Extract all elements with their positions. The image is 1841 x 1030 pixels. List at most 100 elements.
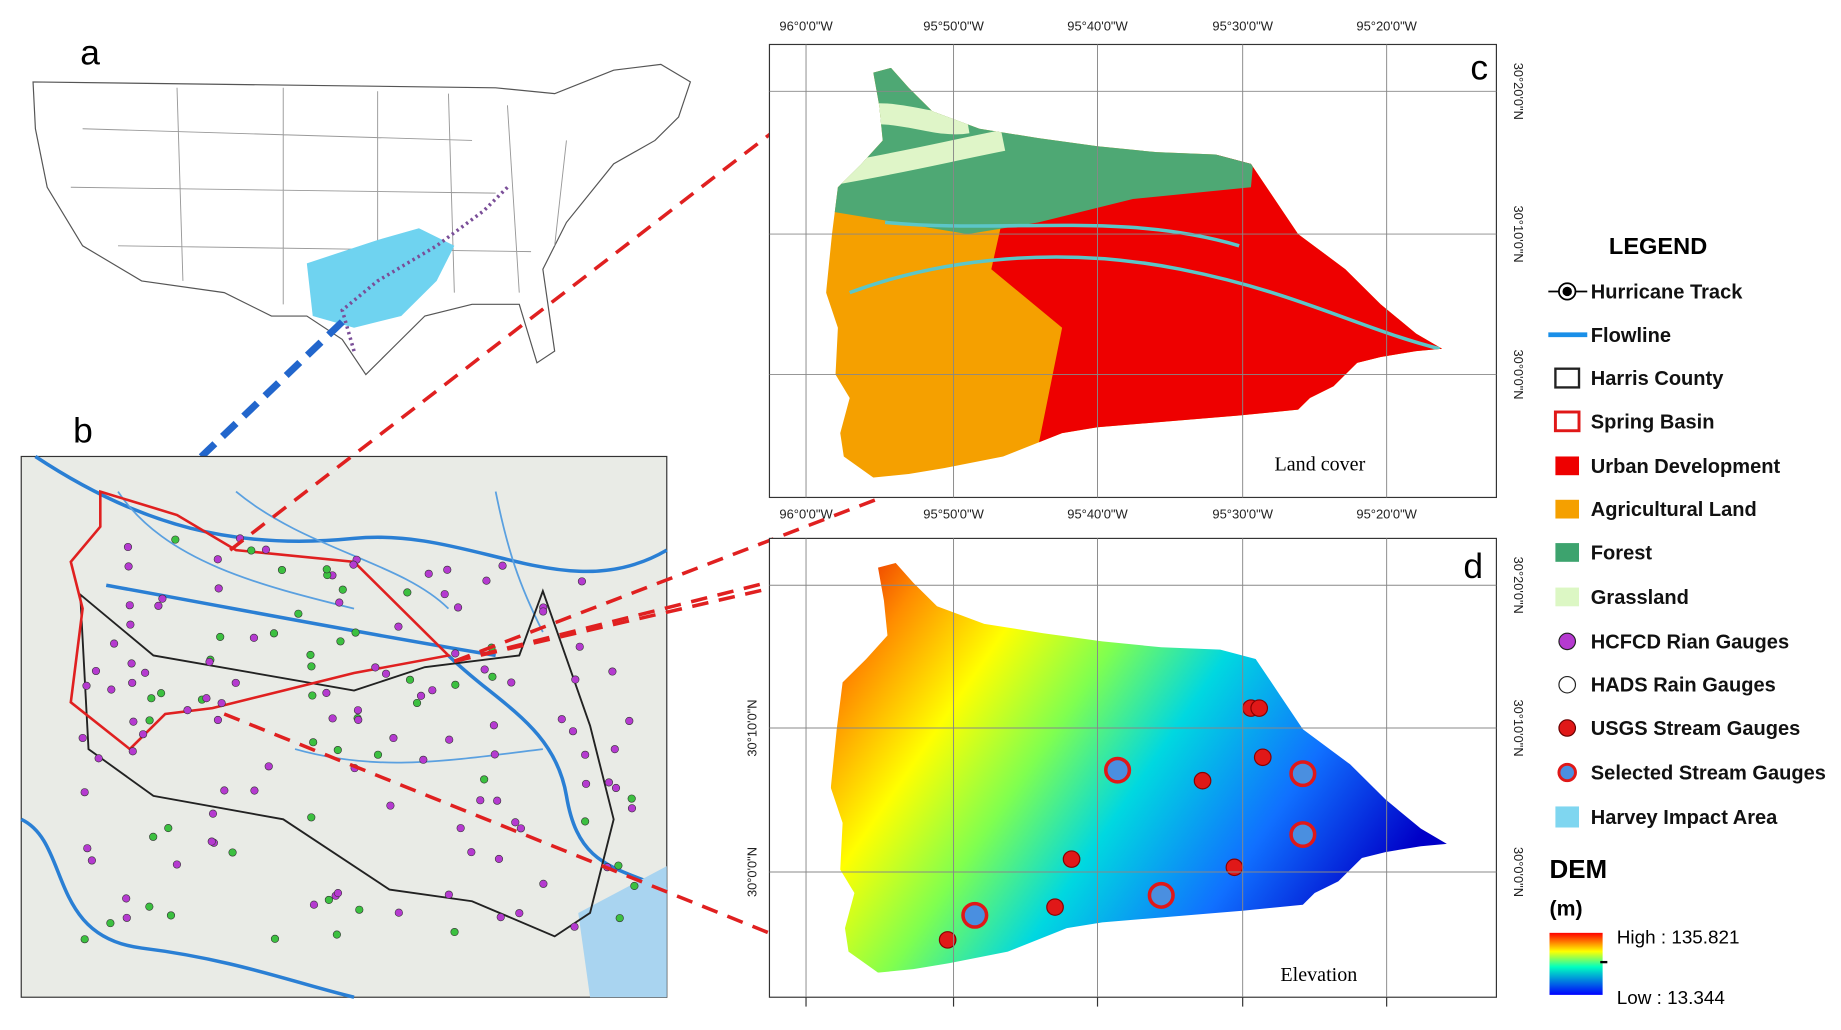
legend-label: Harris County — [1591, 368, 1724, 390]
hcfcd-rain-gauge — [482, 576, 491, 585]
hads-rain-gauge — [627, 794, 636, 803]
usgs-stream-gauge — [1225, 858, 1244, 877]
lon-label: 95°30'0"W — [1212, 18, 1273, 33]
hcfcd-rain-gauge — [515, 909, 524, 918]
hcfcd-rain-gauge — [581, 750, 590, 759]
usgs-stream-gauge — [1046, 898, 1064, 916]
harvey-impact-area — [306, 228, 455, 328]
dem-title: DEM — [1550, 856, 1608, 884]
hcfcd-rain-gauge — [82, 681, 91, 690]
map-caption: Elevation — [1280, 964, 1357, 986]
lat-label: 30°20'0"N — [1511, 557, 1526, 614]
legend-icon — [1557, 762, 1577, 783]
lon-label: 95°30'0"W — [1212, 507, 1273, 522]
hcfcd-rain-gauge — [202, 694, 211, 703]
hads-rain-gauge — [247, 546, 256, 555]
usgs-stream-gauge — [1062, 850, 1081, 868]
hcfcd-rain-gauge — [220, 786, 229, 795]
legend-label: Spring Basin — [1591, 411, 1715, 433]
usgs-stream-gauge — [1253, 748, 1272, 767]
lon-label: 95°50'0"W — [923, 18, 984, 33]
hads-rain-gauge — [355, 905, 364, 914]
hads-rain-gauge — [171, 535, 180, 544]
hcfcd-rain-gauge — [496, 913, 505, 922]
hcfcd-rain-gauge — [158, 594, 167, 603]
lat-label: 30°10'0"N — [744, 699, 759, 756]
hads-rain-gauge — [403, 588, 412, 597]
legend-label: Harvey Impact Area — [1591, 807, 1778, 829]
connector — [172, 319, 345, 485]
hcfcd-rain-gauge — [371, 663, 380, 672]
hcfcd-rain-gauge — [440, 590, 449, 599]
legend-title: LEGEND — [1609, 233, 1707, 259]
hads-rain-gauge — [338, 585, 347, 594]
hcfcd-rain-gauge — [126, 620, 135, 629]
hcfcd-rain-gauge — [353, 706, 363, 715]
hcfcd-rain-gauge — [250, 786, 259, 795]
lat-label: 30°0'0"N — [744, 847, 759, 897]
hcfcd-rain-gauge — [453, 603, 463, 612]
hads-rain-gauge — [336, 637, 345, 646]
hcfcd-rain-gauge — [83, 844, 92, 853]
hads-rain-gauge — [294, 609, 303, 618]
hads-rain-gauge — [480, 775, 489, 784]
hads-rain-gauge — [106, 919, 115, 928]
hads-rain-gauge — [216, 632, 225, 641]
hcfcd-rain-gauge — [389, 733, 398, 743]
legend-label: Urban Development — [1591, 456, 1781, 478]
hcfcd-rain-gauge — [539, 607, 548, 616]
lon-label: 96°0'0"W — [779, 507, 833, 522]
hcfcd-rain-gauge — [328, 714, 337, 723]
lon-label: 95°40'0"W — [1067, 507, 1128, 522]
hcfcd-rain-gauge — [349, 560, 358, 569]
dem-unit: (m) — [1550, 897, 1583, 920]
hcfcd-rain-gauge — [128, 747, 137, 756]
lat-label: 30°0'0"N — [1511, 350, 1526, 400]
hads-rain-gauge — [581, 817, 590, 826]
panel-label: c — [1470, 49, 1488, 88]
hcfcd-rain-gauge — [87, 856, 96, 865]
hcfcd-rain-gauge — [217, 699, 226, 708]
hcfcd-rain-gauge — [498, 561, 507, 570]
hcfcd-rain-gauge — [581, 779, 591, 788]
hcfcd-rain-gauge — [386, 801, 395, 810]
hcfcd-rain-gauge — [625, 716, 634, 726]
hcfcd-rain-gauge — [428, 686, 437, 695]
hcfcd-rain-gauge — [507, 678, 516, 687]
hcfcd-rain-gauge — [309, 900, 319, 909]
legend-icon — [1554, 367, 1581, 389]
hcfcd-rain-gauge — [476, 796, 485, 805]
hads-rain-gauge — [333, 745, 342, 755]
hcfcd-rain-gauge — [480, 665, 489, 674]
legend-label: USGS Stream Gauges — [1591, 718, 1800, 740]
hads-rain-gauge — [149, 832, 158, 841]
legend-label: Selected Stream Gauges — [1591, 763, 1826, 785]
hcfcd-rain-gauge — [493, 796, 502, 805]
selected-stream-gauge — [1289, 760, 1317, 788]
hcfcd-rain-gauge — [610, 745, 619, 754]
hads-rain-gauge — [270, 934, 280, 943]
hcfcd-rain-gauge — [91, 666, 101, 676]
hcfcd-rain-gauge — [604, 778, 613, 787]
hcfcd-rain-gauge — [490, 750, 499, 759]
dem-color-bar — [1549, 932, 1603, 995]
hads-rain-gauge — [306, 650, 315, 659]
hads-rain-gauge — [412, 698, 422, 708]
legend-icon — [1558, 675, 1577, 694]
legend-icon — [1558, 719, 1577, 737]
hcfcd-rain-gauge — [570, 922, 579, 931]
hcfcd-rain-gauge — [489, 721, 498, 730]
hcfcd-rain-gauge — [207, 837, 216, 846]
legend-label: Grassland — [1591, 587, 1689, 609]
panel-label: b — [73, 412, 93, 451]
hcfcd-rain-gauge — [128, 678, 137, 687]
legend-label: Flowline — [1591, 325, 1671, 347]
legend-icon — [1562, 286, 1572, 297]
hcfcd-rain-gauge — [123, 542, 133, 552]
hcfcd-rain-gauge — [627, 804, 637, 813]
hads-rain-gauge — [228, 848, 237, 857]
hcfcd-rain-gauge — [611, 783, 621, 793]
selected-stream-gauge — [1104, 756, 1132, 784]
